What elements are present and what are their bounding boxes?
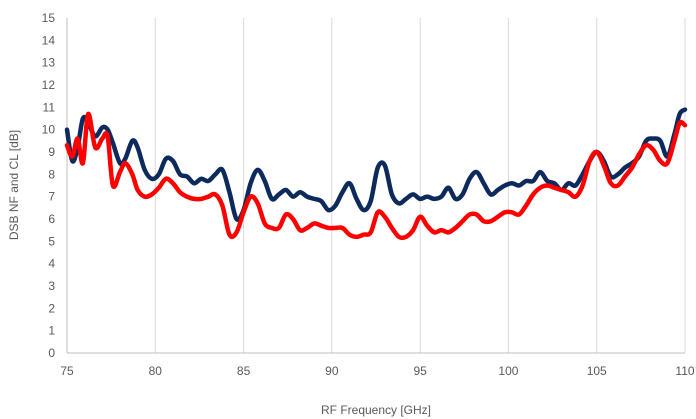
y-tick-label: 10 — [42, 123, 56, 137]
y-axis-title: DSB NF and CL [dB] — [7, 130, 21, 240]
y-tick-label: 2 — [48, 301, 55, 315]
axes — [66, 18, 685, 354]
y-tick-label: 6 — [48, 212, 55, 226]
series-line-navy — [64, 107, 688, 222]
x-tick-label: 95 — [413, 364, 427, 378]
x-tick-label: 105 — [587, 364, 607, 378]
tick-labels: 75 80 85 90 95 100 105 110012345678910111213141… — [42, 11, 695, 378]
y-tick-label: 14 — [42, 33, 56, 47]
x-tick-label: 110 — [675, 364, 694, 378]
y-tick-label: 11 — [43, 100, 56, 114]
y-tick-label: 0 — [48, 346, 55, 360]
y-tick-label: 8 — [48, 167, 55, 181]
y-tick-label: 7 — [48, 190, 55, 204]
x-tick-label: 100 — [498, 364, 518, 378]
series-lines — [64, 107, 688, 241]
y-tick-label: 1 — [48, 324, 55, 338]
y-tick-label: 12 — [42, 78, 56, 92]
y-tick-label: 15 — [42, 11, 56, 25]
x-tick-label: 75 — [60, 364, 74, 378]
x-tick-label: 85 — [237, 364, 251, 378]
series-line-red — [64, 111, 688, 241]
y-tick-label: 4 — [48, 257, 55, 271]
gridlines — [154, 18, 686, 353]
x-tick-label: 90 — [325, 364, 339, 378]
x-axis-title: RF Frequency [GHz] — [321, 403, 431, 417]
y-tick-label: 5 — [48, 234, 55, 248]
x-tick-label: 80 — [149, 364, 163, 378]
y-tick-label: 13 — [42, 56, 56, 70]
y-tick-label: 9 — [48, 145, 55, 159]
y-tick-label: 3 — [48, 279, 55, 293]
